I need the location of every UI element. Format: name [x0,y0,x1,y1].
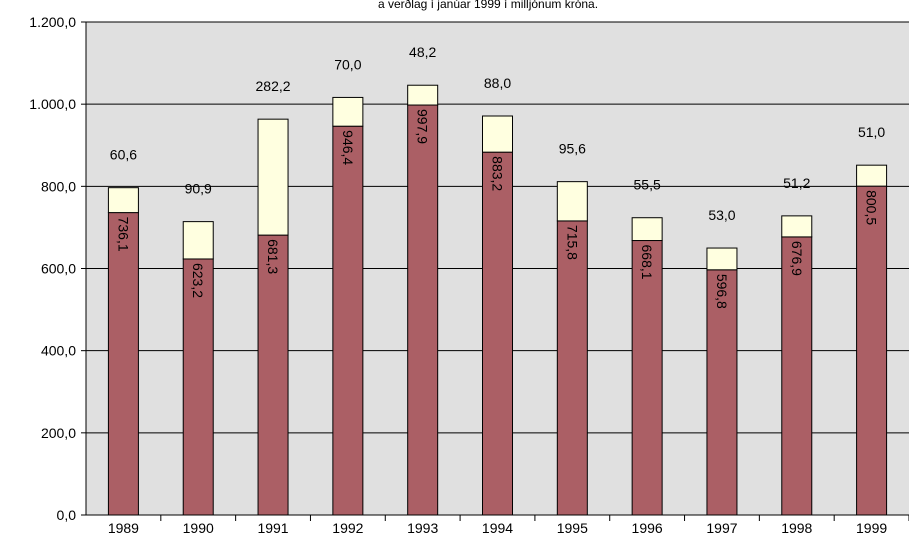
bar-segment-top [182,221,214,260]
bar-segment-bottom [781,236,813,516]
data-label-bottom: 596,8 [714,274,730,309]
data-label-top: 51,0 [858,124,885,140]
y-tick-label: 0,0 [57,507,77,523]
x-tick-label: 1997 [706,520,737,536]
x-tick-label: 1995 [557,520,588,536]
x-tick-label: 1993 [407,520,438,536]
bar-segment-top [631,217,663,242]
bar-segment-top [856,164,888,187]
data-label-bottom: 715,8 [564,225,580,260]
x-axis: 1989 1990 1991 1992 1993 1994 1995 1996 1997 1998… [108,515,909,536]
data-label-bottom: 668,1 [639,245,655,280]
bar-segment-bottom [856,185,888,516]
bar-segment-top [781,215,813,238]
x-tick-label: 1991 [257,520,288,536]
bars: 60,6 736,1 90,9 623,2 282,2 681,3 70,0 946,4 48,… [107,44,888,516]
data-label-bottom: 736,1 [115,217,131,252]
x-tick-label: 1994 [482,520,513,536]
y-tick-label: 1.000,0 [29,96,76,112]
bar-segment-bottom [332,125,364,516]
bar-segment-bottom [706,269,738,516]
bar-segment-bottom [482,151,513,516]
y-tick-label: 600,0 [41,261,76,277]
data-label-bottom: 676,9 [789,241,805,276]
data-label-top: 282,2 [256,78,291,94]
bar-segment-bottom [631,240,663,516]
data-label-bottom: 800,5 [864,190,880,225]
x-tick-label: 1989 [108,520,139,536]
bar-segment-bottom [257,234,289,516]
data-label-top: 51,2 [783,175,810,191]
data-label-top: 48,2 [409,44,436,60]
data-label-bottom: 681,3 [265,239,281,274]
data-label-top: 55,5 [634,177,661,193]
bar-segment-top [257,118,289,236]
bar-segment-top [706,247,738,271]
bar-segment-top [107,187,139,214]
bar-segment-bottom [556,220,588,516]
bar-segment-top [332,96,364,127]
y-axis: 0,0 200,0 400,0 600,0 800,0 1.000,0 1.200,0 [29,14,86,523]
data-label-top: 60,6 [110,147,137,163]
data-label-bottom: 946,4 [340,130,356,165]
data-label-bottom: 997,9 [415,109,431,144]
data-label-bottom: 623,2 [190,263,206,298]
data-label-top: 95,6 [559,141,586,157]
bar-segment-top [556,181,588,222]
data-label-bottom: 883,2 [490,156,506,191]
data-label-top: 70,0 [334,56,361,72]
bar-segment-bottom [182,258,214,516]
y-tick-label: 1.200,0 [29,14,76,30]
y-tick-label: 800,0 [41,178,76,194]
x-tick-label: 1998 [781,520,812,536]
chart-subtitle: a verðlag í janúar 1999 í milljónum krón… [378,0,598,11]
y-tick-label: 200,0 [41,425,76,441]
x-tick-label: 1992 [332,520,363,536]
x-tick-label: 1999 [856,520,887,536]
data-label-top: 88,0 [484,75,511,91]
x-tick-label: 1990 [183,520,214,536]
bar-segment-bottom [107,212,139,516]
bar-segment-top [407,84,439,106]
data-label-top: 90,9 [185,181,212,197]
y-tick-label: 400,0 [41,343,76,359]
data-label-top: 53,0 [708,207,735,223]
x-tick-label: 1996 [632,520,663,536]
bar-segment-bottom [407,104,439,516]
bar-segment-top [482,115,513,153]
